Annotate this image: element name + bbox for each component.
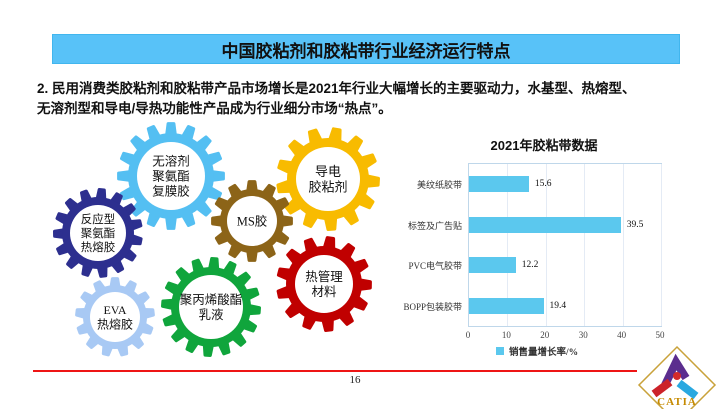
gridline	[622, 164, 624, 326]
gear-label: 聚丙烯酸酯乳液	[180, 292, 243, 322]
page-number: 16	[349, 374, 361, 386]
legend-label: 销售量增长率/%	[509, 348, 579, 358]
footer-divider	[33, 370, 637, 372]
category-label: PVC电气胶带	[408, 261, 462, 272]
gear-conductive-adhesive: 导电胶粘剂	[276, 127, 380, 231]
gear-hole	[137, 142, 205, 210]
slide-title: 中国胶粘剂和胶粘带行业经济运行特点	[221, 41, 511, 61]
category-label: 美纹纸胶带	[416, 180, 462, 191]
gear-eva-hot-melt: EVA 热熔胶	[75, 277, 155, 357]
gear-polyacrylate-emulsion: 聚丙烯酸酯乳液	[161, 257, 261, 357]
logo-red-ribbon	[651, 378, 673, 398]
gear-reactive-pu-hot-melt: 反应型聚氨酯热熔胶	[53, 188, 143, 278]
gear-label: 导电胶粘剂	[308, 164, 347, 195]
gear-label: 热管理材料	[305, 269, 343, 299]
gridline	[507, 164, 509, 326]
x-tick-label: 50	[655, 330, 665, 340]
gear-teeth	[75, 277, 155, 357]
bar-value-label: 39.5	[626, 219, 644, 230]
x-tick-label: 0	[465, 330, 471, 340]
gear-teeth	[276, 127, 380, 231]
chart-bar	[469, 176, 529, 193]
chart-plot-area: 15.6 39.5 12.2 19.4	[468, 163, 662, 327]
gear-label: 反应型聚氨酯热熔胶	[81, 212, 116, 254]
gear-teeth	[53, 188, 143, 278]
gridline	[545, 164, 547, 326]
gear-label: 无溶剂聚氨酯复膜胶	[152, 153, 190, 198]
gear-teeth	[211, 180, 293, 262]
x-tick-label: 20	[540, 330, 550, 340]
body-line-1: 2. 民用消费类胶粘剂和胶粘带产品市场增长是2021年行业大幅增长的主要驱动力，…	[37, 81, 636, 96]
body-paragraph: 2. 民用消费类胶粘剂和胶粘带产品市场增长是2021年行业大幅增长的主要驱动力，…	[37, 79, 636, 119]
gear-solvent-free-pu-laminating: 无溶剂聚氨酯复膜胶	[117, 122, 225, 230]
bar-value-label: 12.2	[521, 260, 539, 271]
bar-value-label: 15.6	[534, 179, 552, 190]
gear-hole	[296, 147, 360, 211]
slide-title-banner: 中国胶粘剂和胶粘带行业经济运行特点	[52, 34, 680, 64]
gear-hole	[295, 255, 353, 313]
gear-label: EVA 热熔胶	[97, 303, 133, 331]
gear-hole	[179, 275, 243, 339]
chart-bar	[469, 297, 544, 314]
gear-label: MS胶	[237, 213, 268, 228]
gear-hole	[90, 292, 140, 342]
logo-blue-ribbon	[676, 379, 699, 400]
gridline	[661, 164, 662, 326]
gear-thermal-management: 热管理材料	[276, 236, 372, 332]
body-line-2: 无溶剂型和导电/导热功能性产品成为行业细分市场“热点”。	[37, 101, 392, 116]
gear-hole	[70, 205, 126, 261]
tape-data-chart: 2021年胶粘带数据 15.6 39.5 12.2 19.4 销售量增长率/% 0 10…	[398, 130, 690, 366]
x-tick-label: 40	[617, 330, 627, 340]
gear-hole	[227, 196, 277, 246]
gridline	[584, 164, 586, 326]
catia-logo: CATIA	[637, 345, 717, 409]
gear-teeth	[276, 236, 372, 332]
logo-text: CATIA	[657, 396, 697, 408]
legend-swatch-icon	[496, 347, 504, 355]
category-label: BOPP包装胶带	[403, 301, 462, 312]
gear-ms-adhesive: MS胶	[211, 180, 293, 262]
chart-bar	[469, 216, 621, 233]
chart-title: 2021年胶粘带数据	[490, 138, 598, 153]
category-label: 标签及广告贴	[407, 220, 462, 231]
logo-purple-ribbon	[661, 353, 690, 387]
x-tick-label: 10	[501, 330, 511, 340]
chart-bar	[469, 257, 516, 274]
gear-teeth	[161, 257, 261, 357]
logo-center-dot	[673, 372, 681, 380]
bar-value-label: 19.4	[549, 300, 567, 311]
x-tick-label: 30	[578, 330, 588, 340]
chart-legend: 销售量增长率/%	[496, 344, 578, 358]
